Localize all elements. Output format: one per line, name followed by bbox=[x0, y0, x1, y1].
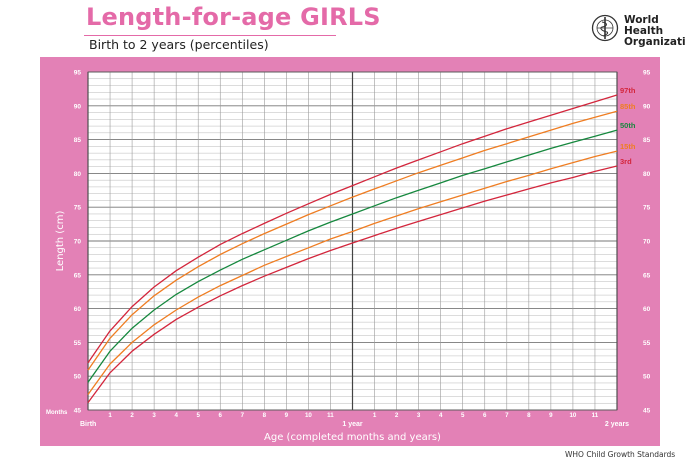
series-97th-label: 97th bbox=[620, 86, 636, 95]
y-tick-label-right: 55 bbox=[643, 340, 651, 347]
org-name-line1: World Health bbox=[624, 14, 664, 37]
series-15th-label: 15th bbox=[620, 142, 636, 151]
x-tick-label: 11 bbox=[327, 412, 334, 419]
x-tick-label: 4 bbox=[439, 412, 443, 419]
series-50th-label: 50th bbox=[620, 121, 636, 130]
y-tick-label-left: 95 bbox=[74, 70, 82, 77]
x-tick-label: 7 bbox=[241, 412, 245, 419]
x-tick-label: 9 bbox=[285, 412, 289, 419]
y-tick-label-left: 50 bbox=[74, 374, 82, 381]
x-tick-label: 2 bbox=[130, 412, 134, 419]
x-tick-label: 1 year bbox=[342, 421, 363, 428]
series-97th-line bbox=[87, 94, 618, 364]
x-tick-label: 5 bbox=[461, 412, 465, 419]
series-labels: 97th 85th 50th 15th 3rd bbox=[620, 86, 636, 166]
y-tick-label-right: 70 bbox=[643, 239, 651, 246]
page-title: Length-for-age GIRLS bbox=[86, 3, 381, 31]
x-tick-label: 6 bbox=[219, 412, 223, 419]
x-tick-label: 1 bbox=[373, 412, 377, 419]
y-tick-label-left: 70 bbox=[74, 239, 82, 246]
percentile-curves bbox=[87, 94, 618, 403]
plot-frame bbox=[87, 71, 618, 411]
y-tick-label-right: 95 bbox=[643, 70, 651, 77]
y-tick-label-right: 80 bbox=[643, 171, 651, 178]
y-tick-label-left: 80 bbox=[74, 171, 82, 178]
x-tick-label: 3 bbox=[152, 412, 156, 419]
x-axis-label: Age (completed months and years) bbox=[264, 432, 441, 443]
who-emblem-icon bbox=[591, 14, 619, 42]
series-85th-label: 85th bbox=[620, 102, 636, 111]
page-subtitle: Birth to 2 years (percentiles) bbox=[89, 37, 269, 52]
x-tick-labels: Birth 1 2 3 4 5 6 7 8 9 10 11 1 year 1 2 3 4 5 6 7 8 9 10 11 2 y… bbox=[80, 412, 629, 428]
y-tick-label-right: 85 bbox=[643, 137, 651, 144]
x-tick-label: 2 years bbox=[605, 421, 629, 428]
x-tick-label: 4 bbox=[174, 412, 178, 419]
x-tick-label: 9 bbox=[549, 412, 553, 419]
series-3rd-label: 3rd bbox=[620, 157, 632, 166]
y-tick-label-right: 60 bbox=[643, 306, 651, 313]
x-tick-label: 3 bbox=[417, 412, 421, 419]
y-tick-label-left: 90 bbox=[74, 103, 82, 110]
y-tick-label-right: 65 bbox=[643, 272, 651, 279]
org-name-line2: Organization bbox=[624, 36, 685, 48]
y-tick-label-right: 45 bbox=[643, 408, 651, 415]
title-underline bbox=[84, 35, 336, 36]
y-tick-label-left: 85 bbox=[74, 137, 82, 144]
y-tick-label-left: 75 bbox=[74, 205, 82, 212]
x-tick-label: 7 bbox=[505, 412, 509, 419]
x-tick-label: 8 bbox=[263, 412, 267, 419]
y-axis-label: Length (cm) bbox=[55, 211, 66, 272]
x-tick-label: 10 bbox=[305, 412, 312, 419]
x-tick-label: 11 bbox=[592, 412, 599, 419]
y-tick-label-left: 45 bbox=[74, 408, 82, 415]
series-50th-line bbox=[87, 129, 618, 383]
x-tick-label: 2 bbox=[395, 412, 399, 419]
x-unit-label: Months bbox=[46, 410, 68, 416]
series-15th-line bbox=[87, 150, 618, 395]
y-tick-label-left: 65 bbox=[74, 272, 82, 279]
x-tick-label: Birth bbox=[80, 421, 96, 428]
y-tick-label-left: 60 bbox=[74, 306, 82, 313]
y-tick-label-right: 50 bbox=[643, 374, 651, 381]
grid-lines bbox=[87, 71, 618, 411]
who-org-name: World Health Organization bbox=[624, 15, 685, 48]
x-tick-label: 1 bbox=[108, 412, 112, 419]
x-tick-label: 5 bbox=[196, 412, 200, 419]
series-3rd-line bbox=[87, 165, 618, 403]
y-tick-label-right: 75 bbox=[643, 205, 651, 212]
y-tick-label-right: 90 bbox=[643, 103, 651, 110]
series-85th-line bbox=[87, 110, 618, 371]
x-tick-label: 6 bbox=[483, 412, 487, 419]
x-tick-label: 10 bbox=[569, 412, 576, 419]
y-tick-label-left: 55 bbox=[74, 340, 82, 347]
footer-credit: WHO Child Growth Standards bbox=[565, 450, 676, 459]
y-tick-labels: 45 45 50 50 55 55 60 60 65 65 70 70 75 75 80 80 85 85 90 90… bbox=[74, 70, 651, 415]
x-tick-label: 8 bbox=[527, 412, 531, 419]
